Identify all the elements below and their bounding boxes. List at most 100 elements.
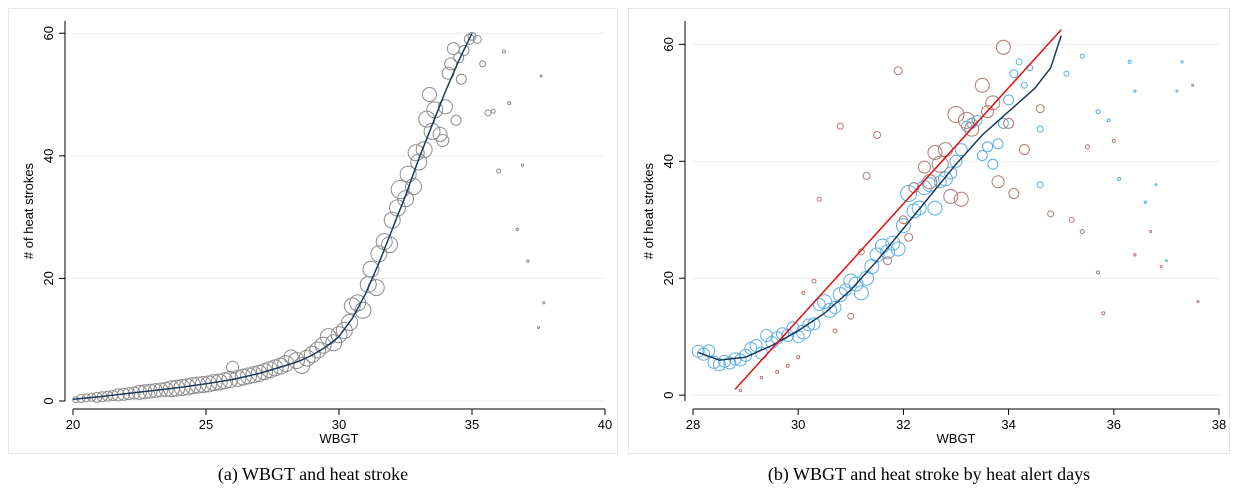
point-b-s1-45 <box>1133 253 1137 257</box>
x-tick-label-b-0: 28 <box>686 417 700 432</box>
point-b-s1-23 <box>937 142 953 158</box>
point-b-s1-15 <box>893 66 903 76</box>
point-a-s0-64 <box>390 180 410 200</box>
point-a-s0-26 <box>205 374 223 392</box>
point-b-s0-49 <box>949 154 963 168</box>
point-a-s0-66 <box>399 165 417 183</box>
x-tick-label-a-3: 35 <box>465 417 479 432</box>
point-b-s1-29 <box>974 77 990 93</box>
y-tick-label-b-2: 40 <box>661 154 676 168</box>
point-a-s0-46 <box>309 341 327 359</box>
y-tick-label-a-0: 0 <box>41 397 56 404</box>
point-a-s0-88 <box>479 60 487 68</box>
point-b-s1-10 <box>847 312 855 320</box>
point-b-s1-17 <box>904 232 914 242</box>
point-b-s1-4 <box>796 355 801 360</box>
point-b-s1-11 <box>857 248 865 256</box>
point-a-s0-30 <box>226 360 240 374</box>
chart-b-svg: 28 30 32 34 36 38 0 20 40 60 WBGT # of heat strokes <box>641 21 1226 446</box>
point-b-s1-46 <box>1149 229 1153 233</box>
point-b-s0-40 <box>900 184 918 202</box>
point-b-s0-58 <box>997 117 1009 129</box>
point-b-s0-66 <box>1063 70 1070 77</box>
point-b-s1-43 <box>1101 311 1106 316</box>
point-a-s0-28 <box>216 372 234 390</box>
y-axis-label-a: # of heat strokes <box>21 162 36 259</box>
point-b-s1-49 <box>1196 300 1200 304</box>
point-b-s0-55 <box>982 141 994 153</box>
point-b-s0-24 <box>817 294 832 310</box>
x-tick-label-b-1: 30 <box>791 417 805 432</box>
point-b-s1-22 <box>931 155 949 173</box>
point-a-s0-83 <box>455 73 467 85</box>
point-a-s0-67 <box>404 177 422 195</box>
point-b-s0-50 <box>954 143 968 157</box>
point-b-s0-72 <box>1133 89 1137 93</box>
point-b-s1-35 <box>1008 187 1020 199</box>
point-a-s0-42 <box>287 352 305 370</box>
point-b-s0-60 <box>1009 69 1019 79</box>
point-a-s0-50 <box>330 326 348 344</box>
point-b-s1-37 <box>1035 104 1045 114</box>
series-line-a-s1 <box>72 32 473 400</box>
point-a-s0-90 <box>490 108 496 114</box>
point-a-s0-57 <box>362 260 380 278</box>
point-b-s1-5 <box>801 290 806 295</box>
point-a-s0-95 <box>520 163 525 167</box>
point-b-s1-27 <box>958 111 976 129</box>
point-b-s1-44 <box>1111 138 1116 143</box>
point-b-s1-21 <box>927 145 943 161</box>
point-b-s1-38 <box>1047 210 1055 218</box>
point-b-s0-69 <box>1106 118 1111 123</box>
x-axis-label-a: WBGT <box>320 431 359 446</box>
point-b-s0-54 <box>976 149 988 161</box>
point-b-s0-70 <box>1117 176 1122 181</box>
point-b-s0-39 <box>895 218 911 234</box>
point-b-s0-26 <box>828 300 842 314</box>
point-b-s1-36 <box>1018 144 1030 156</box>
point-b-s1-30 <box>981 105 995 119</box>
point-b-s0-75 <box>1164 259 1168 263</box>
point-a-s0-97 <box>537 325 540 329</box>
y-tick-label-a-3: 60 <box>41 26 56 40</box>
caption-a: (a) WBGT and heat stroke <box>217 464 409 484</box>
x-axis-label-b: WBGT <box>937 431 976 446</box>
point-b-s1-42 <box>1096 270 1101 275</box>
point-b-s0-34 <box>869 247 885 263</box>
point-b-s0-21 <box>802 318 816 332</box>
x-tick-label-b-2: 32 <box>896 417 910 432</box>
point-a-s0-89 <box>484 109 492 117</box>
point-a-s0-53 <box>343 297 361 315</box>
point-b-s1-48 <box>1191 83 1195 87</box>
point-b-s0-29 <box>843 273 859 289</box>
point-b-s0-37 <box>885 235 901 251</box>
point-b-s0-43 <box>916 180 932 196</box>
point-b-s0-25 <box>822 302 838 318</box>
point-a-s0-82 <box>453 52 465 64</box>
point-b-s1-34 <box>1003 117 1015 129</box>
point-a-s0-72 <box>421 87 437 103</box>
point-b-s0-48 <box>944 166 958 180</box>
point-b-s0-68 <box>1095 109 1101 115</box>
point-b-s0-74 <box>1154 183 1158 187</box>
point-b-s1-14 <box>883 256 893 266</box>
point-b-s0-17 <box>781 329 795 343</box>
point-b-s0-46 <box>933 175 947 189</box>
point-a-s0-75 <box>432 126 448 142</box>
series-line-b-s3 <box>734 29 1062 390</box>
point-b-s0-77 <box>1180 60 1184 64</box>
point-b-s0-62 <box>1020 81 1028 89</box>
point-a-s0-34 <box>245 366 263 384</box>
point-a-s0-52 <box>341 314 359 332</box>
point-a-s0-65 <box>397 190 414 208</box>
caption-b: (b) WBGT and heat stroke by heat alert d… <box>767 464 1091 484</box>
point-a-s0-86 <box>467 31 477 41</box>
point-a-s0-76 <box>436 134 450 148</box>
point-b-s1-31 <box>985 95 1001 111</box>
chart-a-svg: 20 25 30 35 40 0 20 40 60 WBGT # of heat strokes <box>21 21 612 446</box>
point-b-s1-13 <box>873 131 882 139</box>
y-axis-label-b: # of heat strokes <box>641 162 656 259</box>
x-tick-label-a-1: 25 <box>199 417 213 432</box>
point-a-s0-87 <box>472 34 482 44</box>
x-tick-label-a-2: 30 <box>332 417 346 432</box>
